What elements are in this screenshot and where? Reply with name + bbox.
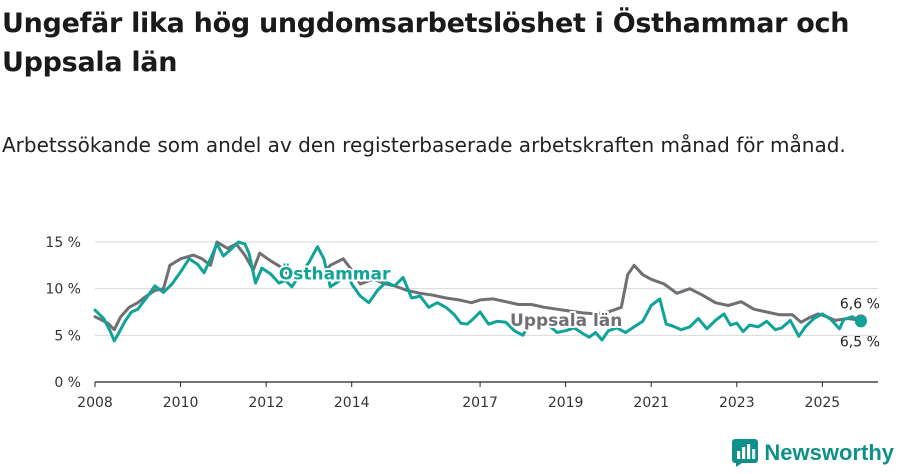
line-chart: 0 % 5 % 10 % 15 % 2008 2010 2012 2014 2017 2019 20… [45,235,880,411]
osthammar-end-point [854,315,867,328]
newsworthy-chart-icon [732,439,759,467]
x-tick-label: 2017 [462,395,498,411]
osthammar-series-line [93,240,863,343]
y-tick-label: 10 % [45,282,81,298]
brand-name: Newsworthy [764,440,894,465]
chart-subtitle: Arbetssökande som andel av den registerb… [2,133,846,157]
osthammar-end-label: 6,5 % [840,334,880,350]
y-tick-label: 5 % [54,328,81,344]
uppsala-end-label: 6,6 % [840,296,880,312]
x-tick-label: 2023 [719,395,755,411]
x-tick-label: 2019 [548,395,584,411]
uppsala-series-line [93,240,863,332]
newsworthy-logo: Newsworthy [732,438,894,468]
x-tick-label: 2021 [633,395,669,411]
x-tick-label: 2014 [334,395,370,411]
osthammar-series-label: Östhammar [279,262,391,284]
chart-title: Ungefär lika hög ungdomsarbetslöshet i Ö… [2,8,850,78]
y-tick-label: 15 % [45,235,81,251]
x-tick-label: 2025 [805,395,841,411]
x-tick-label: 2010 [163,395,199,411]
x-tick-label: 2008 [77,395,113,411]
uppsala-series-label: Uppsala län [510,311,622,331]
y-tick-label: 0 % [54,375,81,391]
x-tick-label: 2012 [248,395,284,411]
